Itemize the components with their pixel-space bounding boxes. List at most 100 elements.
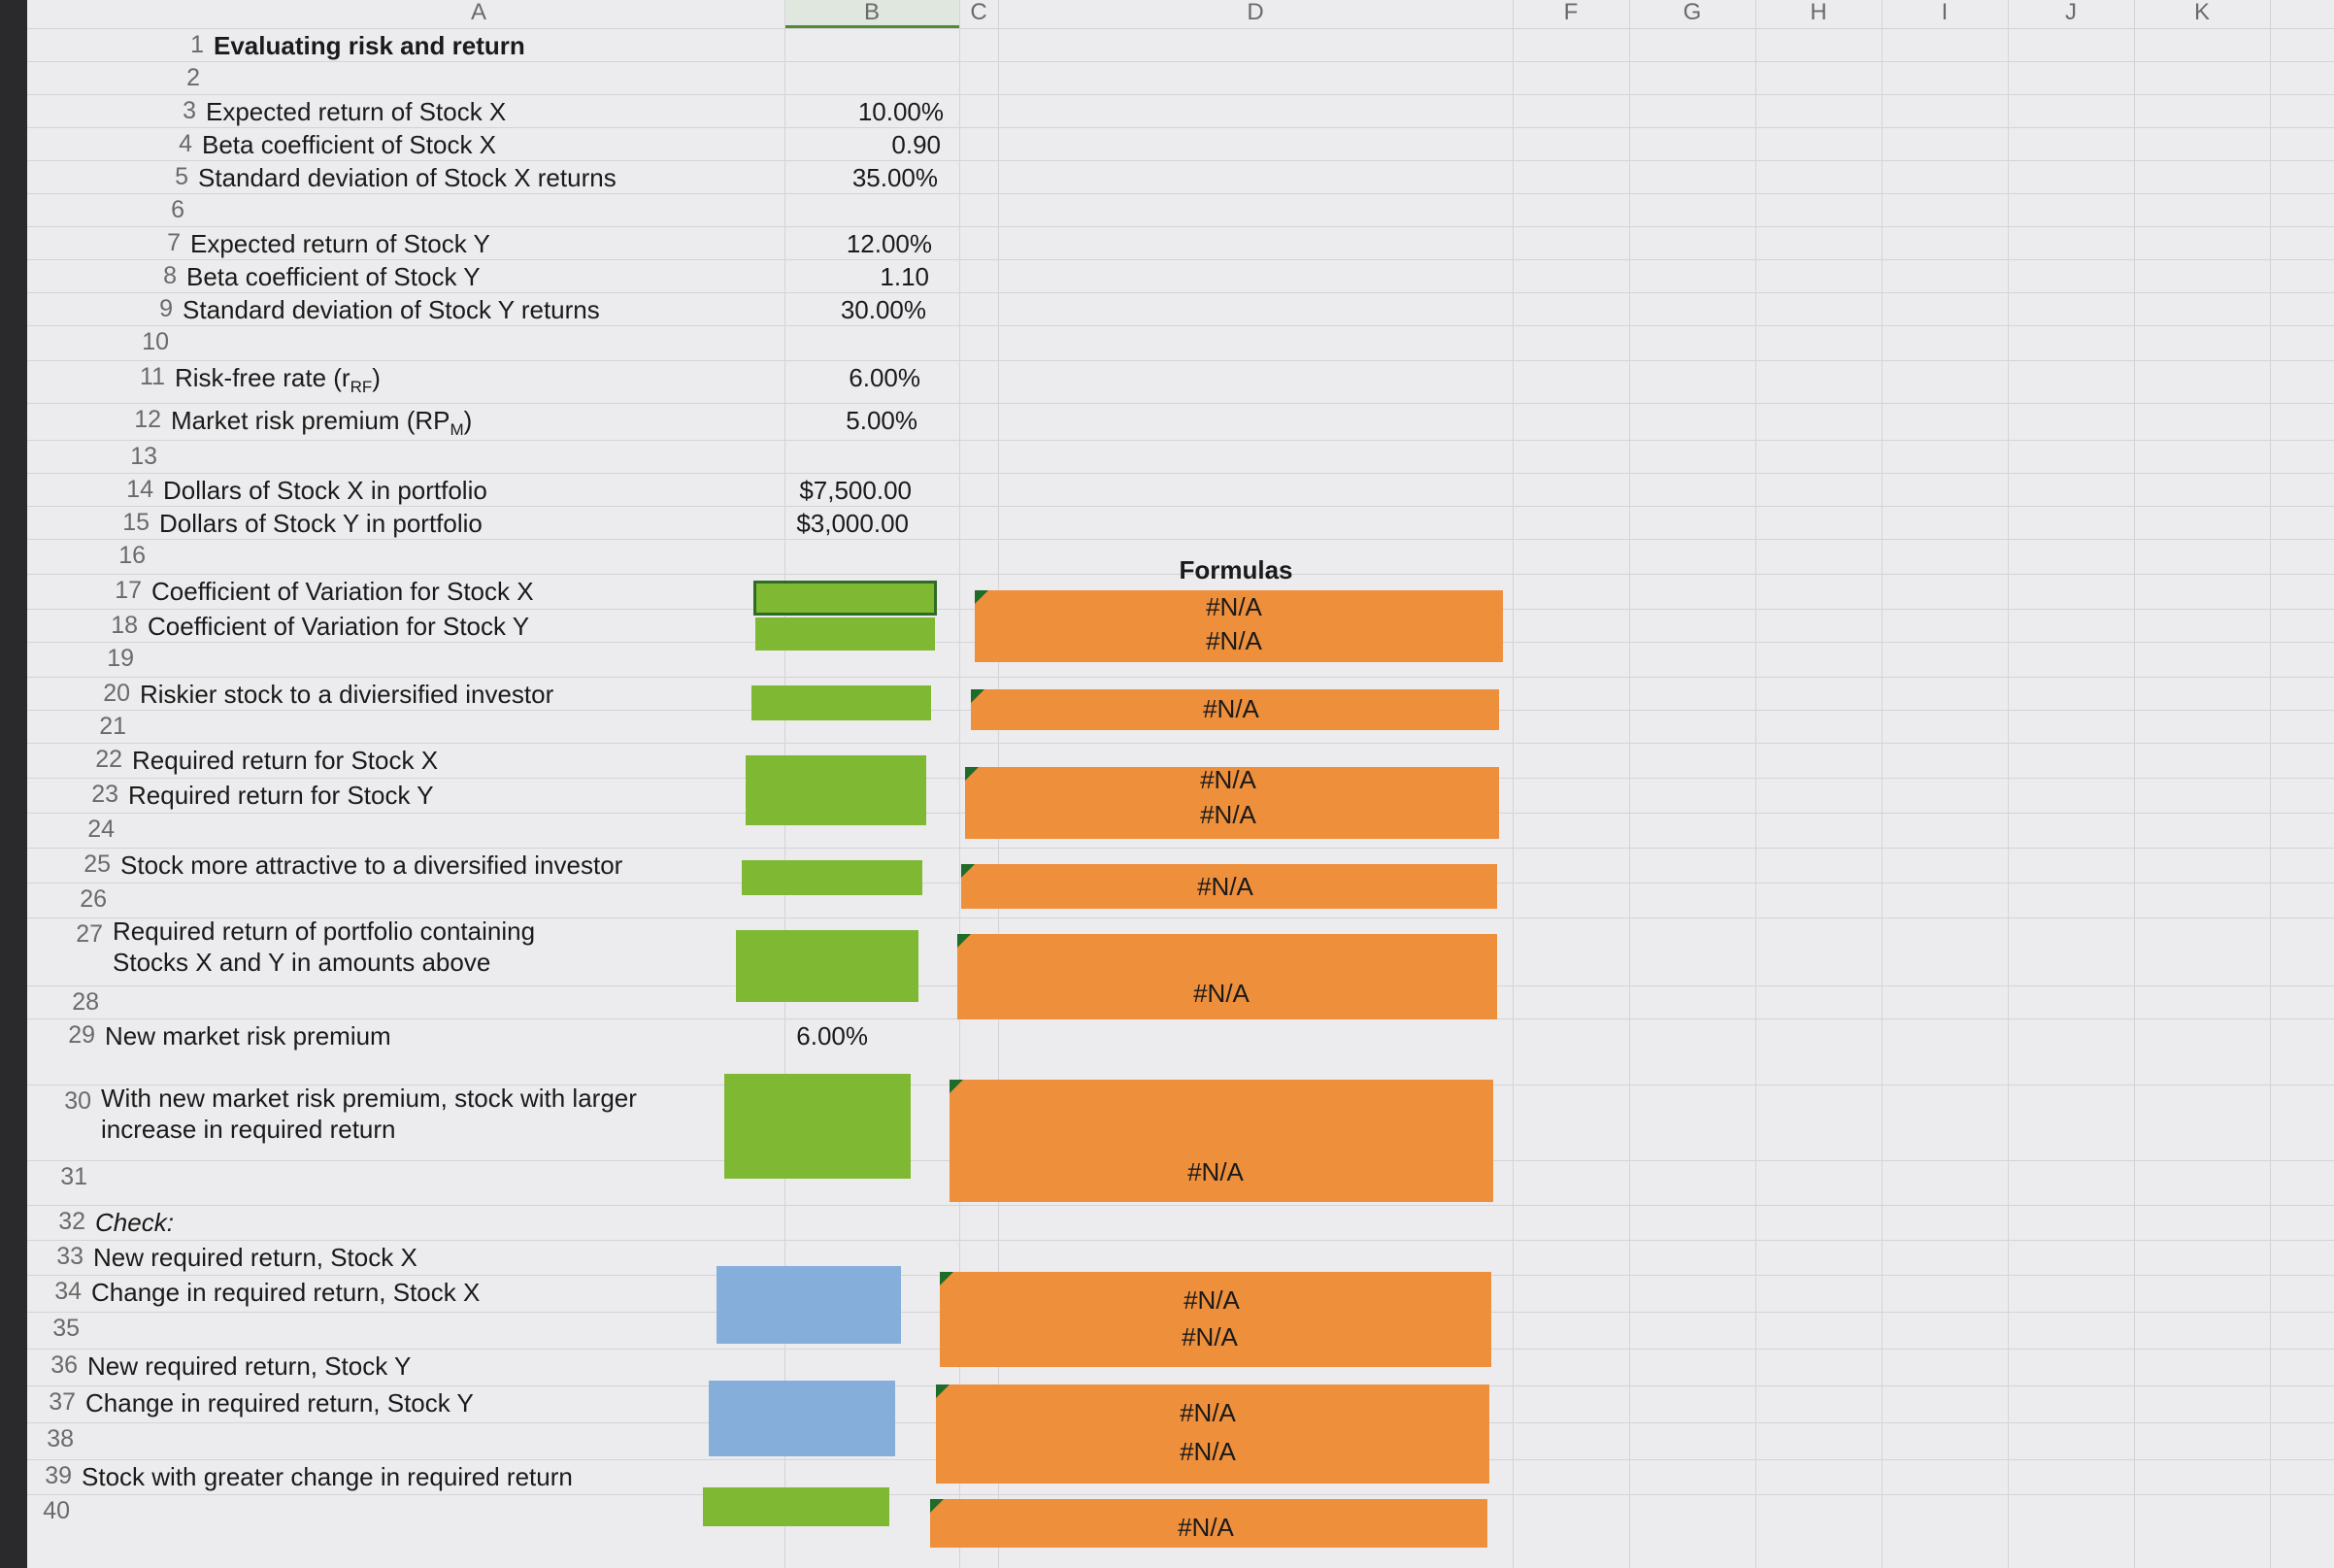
- column-header-i[interactable]: I: [1882, 0, 2009, 25]
- input-cell-b39[interactable]: [703, 1487, 889, 1526]
- row-number[interactable]: 21: [99, 713, 126, 740]
- cell-value-b[interactable]: 0.90: [891, 130, 941, 159]
- cell-value-b[interactable]: $7,500.00: [799, 476, 912, 505]
- row-number[interactable]: 22: [95, 746, 122, 773]
- row-label: Expected return of Stock Y: [190, 229, 490, 258]
- cell-value-b[interactable]: 6.00%: [796, 1021, 868, 1051]
- cell-value-b[interactable]: $3,000.00: [796, 509, 909, 538]
- cell-value-b[interactable]: 6.00%: [849, 363, 920, 392]
- formula-result-r20: #N/A: [1203, 694, 1259, 723]
- column-header-k[interactable]: K: [2134, 0, 2271, 25]
- row-number[interactable]: 33: [56, 1243, 83, 1270]
- row-number[interactable]: 30: [64, 1087, 91, 1115]
- input-cell-b27[interactable]: [736, 930, 918, 1002]
- active-cell-selection[interactable]: [753, 581, 937, 616]
- formula-cell-d30[interactable]: [950, 1080, 1493, 1202]
- row-number[interactable]: 23: [91, 781, 118, 808]
- row-number[interactable]: 15: [122, 509, 150, 536]
- row-number[interactable]: 6: [171, 196, 184, 223]
- row-number[interactable]: 26: [80, 885, 107, 913]
- formula-result-r22: #N/A: [1200, 765, 1256, 794]
- cell-value-b[interactable]: 12.00%: [846, 229, 932, 258]
- row-label: Standard deviation of Stock X returns: [198, 163, 617, 192]
- formula-cell-d20[interactable]: [971, 689, 1499, 730]
- row-number[interactable]: 24: [87, 816, 115, 843]
- row-number[interactable]: 29: [68, 1021, 95, 1049]
- row-number[interactable]: 1: [190, 31, 204, 58]
- column-header-b[interactable]: B: [784, 0, 960, 29]
- row-number[interactable]: 3: [183, 97, 196, 124]
- row-number[interactable]: 25: [83, 851, 111, 878]
- input-cell-b30[interactable]: [724, 1074, 911, 1179]
- column-header-h[interactable]: H: [1755, 0, 1883, 25]
- row-number[interactable]: 38: [47, 1425, 74, 1452]
- check-cell-b33-34[interactable]: [717, 1266, 901, 1344]
- spreadsheet-window: A B C D F G H I J K 1 Evaluating risk and…: [27, 0, 2334, 1568]
- row-number[interactable]: 11: [140, 363, 165, 390]
- input-cell-b18[interactable]: [755, 617, 935, 651]
- column-header-g[interactable]: G: [1629, 0, 1756, 25]
- row-number[interactable]: 14: [126, 476, 153, 503]
- formula-cell-d17-18[interactable]: [975, 590, 1503, 662]
- row-number[interactable]: 40: [43, 1497, 70, 1524]
- cell-value-b[interactable]: 35.00%: [851, 163, 938, 192]
- formula-result-r34: #N/A: [1182, 1322, 1238, 1351]
- formula-result-r27: #N/A: [1193, 979, 1250, 1008]
- cell-value-b[interactable]: 1.10: [880, 262, 929, 291]
- row-number[interactable]: 36: [50, 1351, 78, 1379]
- row-number[interactable]: 35: [52, 1315, 80, 1342]
- column-header-d[interactable]: D: [998, 0, 1514, 25]
- check-cell-b36-37[interactable]: [709, 1381, 895, 1456]
- formula-cell-d33-34[interactable]: [940, 1272, 1491, 1367]
- cell-value-b[interactable]: 30.00%: [840, 295, 926, 324]
- row-label-line2: increase in required return: [101, 1115, 396, 1144]
- row-number[interactable]: 39: [45, 1462, 72, 1489]
- row-number[interactable]: 13: [130, 443, 157, 470]
- row-number[interactable]: 20: [103, 680, 130, 707]
- row-number[interactable]: 2: [186, 64, 200, 91]
- formula-cell-d22-23[interactable]: [965, 767, 1499, 839]
- input-cell-b22-23[interactable]: [746, 755, 926, 825]
- gridline: [27, 28, 2334, 29]
- formula-cell-d25[interactable]: [961, 864, 1497, 909]
- row-label-subscript: RF: [350, 378, 373, 397]
- row-number[interactable]: 31: [60, 1163, 87, 1190]
- row-number[interactable]: 7: [167, 229, 181, 256]
- row-label: Risk-free rate (rRF): [175, 363, 381, 397]
- formula-cell-d36-37[interactable]: [936, 1385, 1489, 1484]
- formula-result-r39: #N/A: [1178, 1513, 1234, 1542]
- row-number[interactable]: 8: [163, 262, 177, 289]
- cell-value-b[interactable]: 5.00%: [846, 406, 917, 435]
- row-label: Change in required return, Stock X: [91, 1278, 481, 1307]
- column-header-f[interactable]: F: [1513, 0, 1630, 25]
- row-number[interactable]: 4: [179, 130, 192, 157]
- row-number[interactable]: 10: [142, 328, 169, 355]
- row-number[interactable]: 32: [58, 1208, 85, 1235]
- formula-cell-d39[interactable]: [930, 1499, 1487, 1548]
- input-cell-b25[interactable]: [742, 860, 922, 895]
- formula-result-r36: #N/A: [1180, 1398, 1236, 1427]
- row-number[interactable]: 9: [159, 295, 173, 322]
- input-cell-b20[interactable]: [751, 685, 931, 720]
- row-number[interactable]: 5: [175, 163, 188, 190]
- row-number[interactable]: 17: [115, 577, 142, 604]
- formula-cell-d27[interactable]: [957, 934, 1497, 1019]
- row-number[interactable]: 18: [111, 612, 138, 639]
- cell-value-b[interactable]: 10.00%: [857, 97, 944, 126]
- row-label: Dollars of Stock Y in portfolio: [159, 509, 483, 538]
- row-number[interactable]: 28: [72, 988, 99, 1016]
- worksheet-grid[interactable]: A B C D F G H I J K 1 Evaluating risk and…: [27, 0, 2334, 1568]
- row-number[interactable]: 19: [107, 645, 134, 672]
- row-number[interactable]: 37: [49, 1388, 76, 1416]
- column-header-a[interactable]: A: [173, 0, 785, 25]
- column-header-j[interactable]: J: [2008, 0, 2135, 25]
- row-number[interactable]: 12: [134, 406, 161, 433]
- formula-result-r25: #N/A: [1197, 872, 1253, 901]
- column-header-c[interactable]: C: [959, 0, 999, 25]
- gridline: [27, 1240, 2334, 1241]
- row-number[interactable]: 27: [76, 920, 103, 948]
- row-number[interactable]: 16: [118, 542, 146, 569]
- input-cell-b17[interactable]: [755, 583, 935, 614]
- gridline: [27, 325, 2334, 326]
- row-number[interactable]: 34: [54, 1278, 82, 1305]
